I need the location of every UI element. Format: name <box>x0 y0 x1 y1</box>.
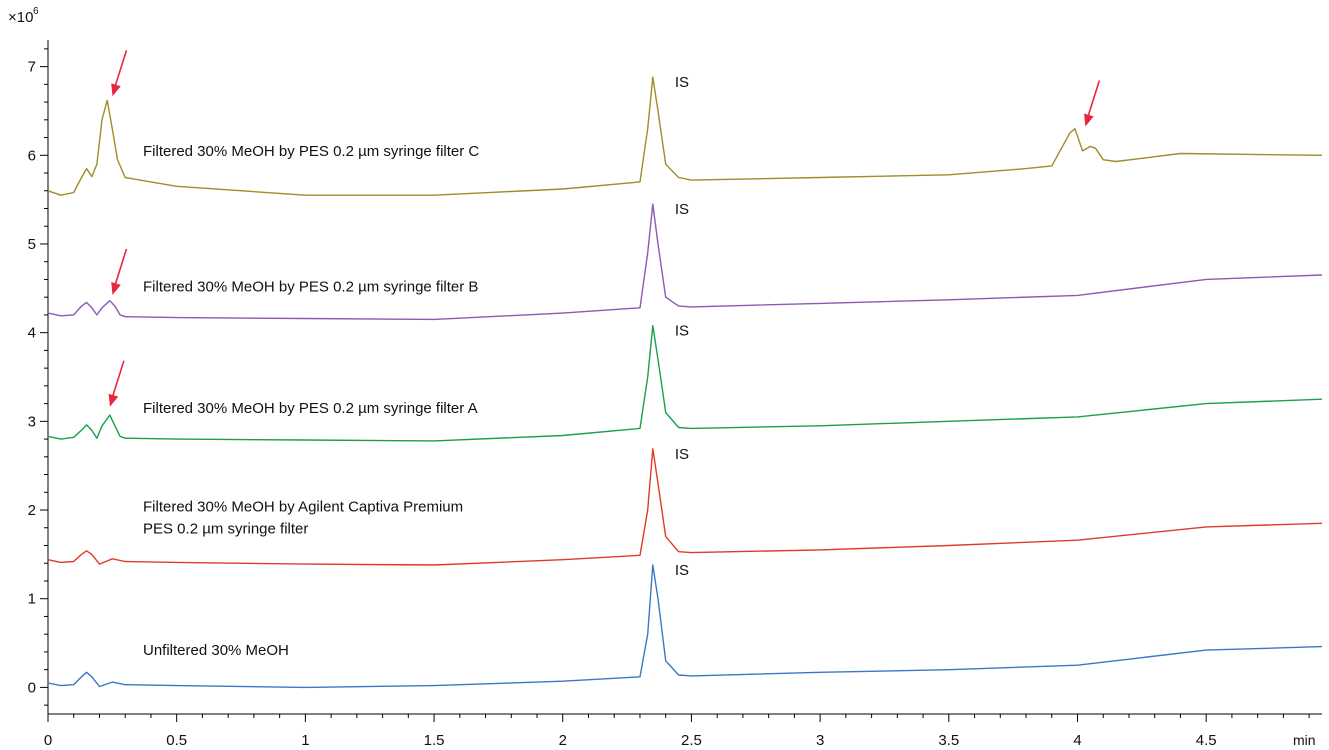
y-tick-label: 1 <box>28 591 36 608</box>
is-peak-label: IS <box>675 446 689 463</box>
x-tick-label: 3 <box>816 732 824 749</box>
y-tick-label: 5 <box>28 236 36 253</box>
is-peak-label: IS <box>675 74 689 91</box>
arrow-shaft <box>111 360 125 399</box>
x-tick-label: 3.5 <box>938 732 959 749</box>
x-tick-label: 0 <box>44 732 52 749</box>
axes: 0 1 2 3 4 5 6 7 0 0.5 1 1.5 2 2.5 3 3.5 4 4.5 <box>28 40 1322 749</box>
arrow-head <box>108 393 119 407</box>
y-multiplier-exponent: 6 <box>33 6 39 17</box>
is-peak-label: IS <box>675 562 689 579</box>
traces <box>47 76 1323 689</box>
arrow-shaft <box>1086 80 1101 119</box>
trace-line <box>47 448 1323 566</box>
x-tick-label: 2 <box>559 732 567 749</box>
x-tick-label: 1.5 <box>424 732 445 749</box>
trace-label: Filtered 30% MeOH by Agilent Captiva Pre… <box>143 499 463 516</box>
y-tick-label: 7 <box>28 59 36 76</box>
trace-labels: IS Unfiltered 30% MeOH IS Filtered 30% MeOH… <box>143 74 689 659</box>
x-tick-label: 0.5 <box>166 732 187 749</box>
y-tick-label: 0 <box>28 679 36 696</box>
trace-label: Unfiltered 30% MeOH <box>143 642 289 659</box>
y-multiplier-base: ×10 <box>8 9 33 26</box>
trace-line <box>47 564 1323 689</box>
trace-line <box>47 324 1323 442</box>
arrow-head <box>1084 113 1094 127</box>
arrow-shaft <box>113 248 128 288</box>
y-tick-label: 6 <box>28 147 36 164</box>
x-tick-label: 4.5 <box>1196 732 1217 749</box>
y-tick-label: 3 <box>28 413 36 430</box>
is-peak-label: IS <box>675 201 689 218</box>
arrow-head <box>111 83 121 97</box>
is-peak-label: IS <box>675 323 689 340</box>
x-tick-label: 2.5 <box>681 732 702 749</box>
trace-label: Filtered 30% MeOH by PES 0.2 µm syringe … <box>143 400 478 417</box>
trace-line <box>47 76 1323 196</box>
y-tick-label: 4 <box>28 325 36 342</box>
trace-label: Filtered 30% MeOH by PES 0.2 µm syringe … <box>143 143 479 160</box>
arrow-head <box>111 282 121 295</box>
y-tick-label: 2 <box>28 502 36 519</box>
annotation-arrows <box>108 50 1101 407</box>
trace-label: PES 0.2 µm syringe filter <box>143 521 308 538</box>
x-axis-unit: min <box>1293 732 1316 748</box>
trace-line <box>47 203 1323 321</box>
x-tick-label: 1 <box>301 732 309 749</box>
trace-label: Filtered 30% MeOH by PES 0.2 µm syringe … <box>143 279 478 296</box>
arrow-shaft <box>113 50 128 89</box>
x-tick-label: 4 <box>1073 732 1081 749</box>
